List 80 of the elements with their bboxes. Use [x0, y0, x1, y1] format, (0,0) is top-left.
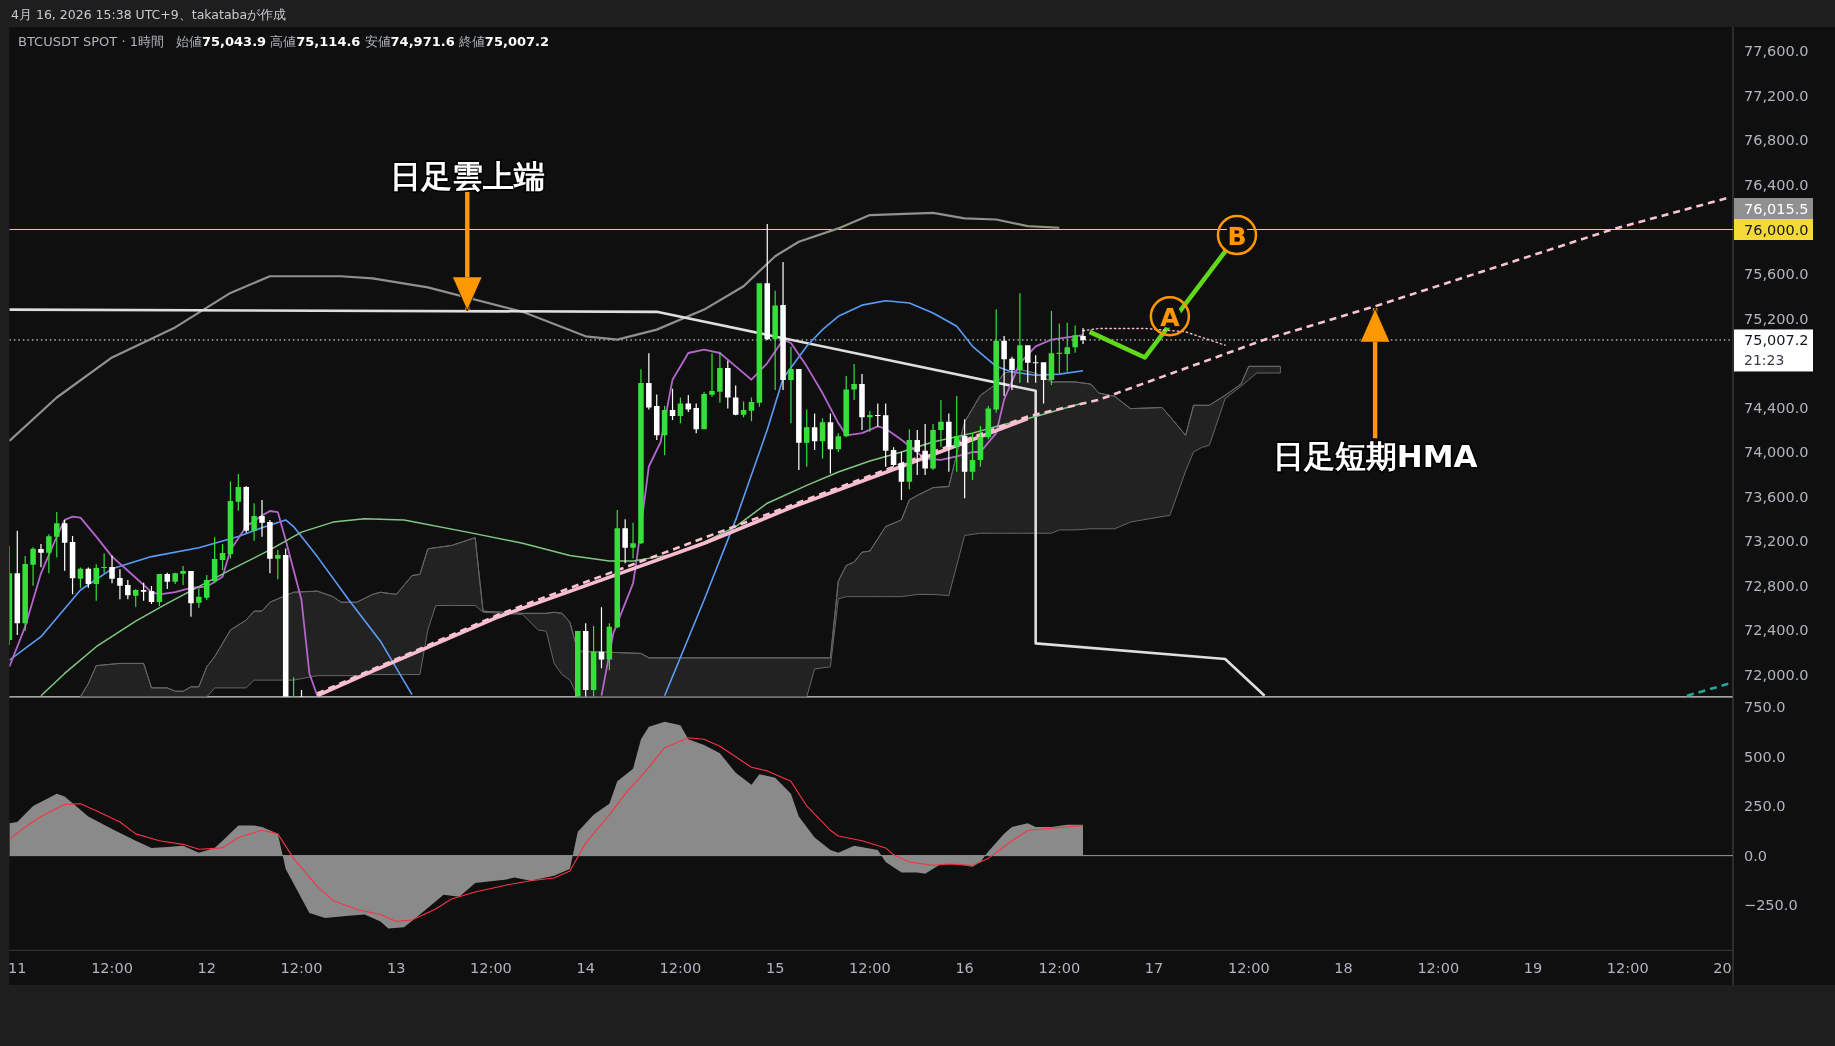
candlestick — [172, 572, 178, 584]
line-series — [9, 308, 1266, 697]
line-series — [9, 211, 1061, 442]
candlestick — [117, 569, 123, 600]
candlestick — [630, 522, 636, 559]
y-tick-label: 75,600.0 — [1744, 266, 1809, 282]
candlestick — [54, 511, 60, 558]
y-tick-label: −250.0 — [1744, 897, 1798, 914]
y-tick-label: 73,600.0 — [1744, 488, 1809, 505]
x-tick-label: 12 — [197, 960, 216, 976]
x-tick-label: 12:00 — [1606, 960, 1649, 976]
annotation: A — [1160, 302, 1181, 332]
line-series — [9, 519, 413, 696]
candlestick — [30, 547, 36, 586]
candlestick — [638, 369, 644, 545]
candlestick — [859, 374, 865, 430]
annotation: 日足雲上端 — [389, 157, 545, 194]
candlestick — [930, 423, 936, 471]
x-tick-label: 16 — [955, 960, 974, 976]
y-tick-label: 72,000.0 — [1744, 666, 1809, 683]
y-tick-label: 76,400.0 — [1744, 176, 1809, 193]
candlestick — [204, 574, 210, 600]
y-tick-label: 74,000.0 — [1744, 444, 1809, 461]
x-tick-label: 14 — [576, 960, 595, 976]
line-series — [9, 510, 319, 697]
ref-line-label: 76,000.0 — [1744, 221, 1809, 238]
x-tick-label: 12:00 — [1038, 960, 1081, 976]
ref-line-label: 75,007.2 — [1744, 331, 1809, 348]
y-tick-label: 75,200.0 — [1744, 310, 1809, 327]
x-tick-label: 15 — [765, 960, 785, 976]
x-tick-label: 12:00 — [848, 960, 891, 976]
candlestick — [1025, 345, 1031, 383]
candlestick — [938, 400, 944, 447]
x-tick-label: 11 — [8, 960, 27, 976]
text: 4月 16, 2026 15:38 UTC+9、takatabaが作成 — [11, 6, 287, 22]
y-tick-label: 500.0 — [1744, 748, 1786, 765]
x-tick-label: 12:00 — [1227, 960, 1270, 976]
candlestick — [267, 520, 273, 574]
x-tick-label: 12:00 — [659, 960, 702, 976]
text: 始値75,043.9 高値75,114.6 安値74,971.6 終値75,007.2 — [175, 33, 550, 49]
line-series — [1082, 327, 1226, 346]
candlestick — [259, 499, 265, 537]
candlestick — [109, 555, 115, 584]
x-tick-label: 19 — [1523, 960, 1543, 976]
text: 21:23 — [1744, 351, 1785, 368]
x-tick-label: 12:00 — [1417, 960, 1460, 976]
y-tick-label: 750.0 — [1744, 699, 1786, 716]
x-tick-label: 13 — [386, 960, 406, 976]
y-tick-label: 77,600.0 — [1744, 43, 1809, 60]
y-tick-label: 73,200.0 — [1744, 533, 1809, 550]
x-tick-label: 20 — [1713, 960, 1732, 976]
annotation: 日足短期HMA — [1272, 438, 1478, 475]
candlestick — [622, 519, 628, 564]
candlestick — [188, 570, 194, 617]
y-tick-label: 74,400.0 — [1744, 399, 1809, 416]
x-tick-label: 17 — [1144, 960, 1164, 976]
x-tick-label: 18 — [1334, 960, 1353, 976]
y-tick-label: 76,800.0 — [1744, 132, 1809, 149]
candlestick — [251, 503, 257, 541]
y-tick-label: 72,800.0 — [1744, 577, 1809, 594]
line-series — [600, 334, 1084, 697]
line-series — [663, 299, 1084, 697]
x-tick-label: 12:00 — [91, 960, 133, 976]
x-tick-label: 12:00 — [470, 960, 512, 976]
candlestick — [180, 565, 186, 585]
candlestick — [788, 346, 794, 424]
candlestick — [1001, 335, 1007, 397]
candlestick — [46, 534, 52, 574]
y-tick-label: 77,200.0 — [1744, 87, 1809, 104]
annotation: B — [1227, 221, 1247, 251]
candlestick — [1009, 356, 1015, 391]
candlestick — [709, 353, 715, 397]
text: BTCUSDT SPOT · 1時間 — [18, 33, 164, 49]
y-tick-label: 250.0 — [1744, 798, 1786, 815]
text: 76,015.5 — [1744, 200, 1809, 217]
x-tick-label: 12:00 — [280, 960, 323, 976]
candlestick — [38, 544, 44, 568]
candlestick — [243, 485, 249, 533]
y-tick-label: 0.0 — [1744, 847, 1768, 864]
y-tick-label: 72,400.0 — [1744, 622, 1809, 639]
